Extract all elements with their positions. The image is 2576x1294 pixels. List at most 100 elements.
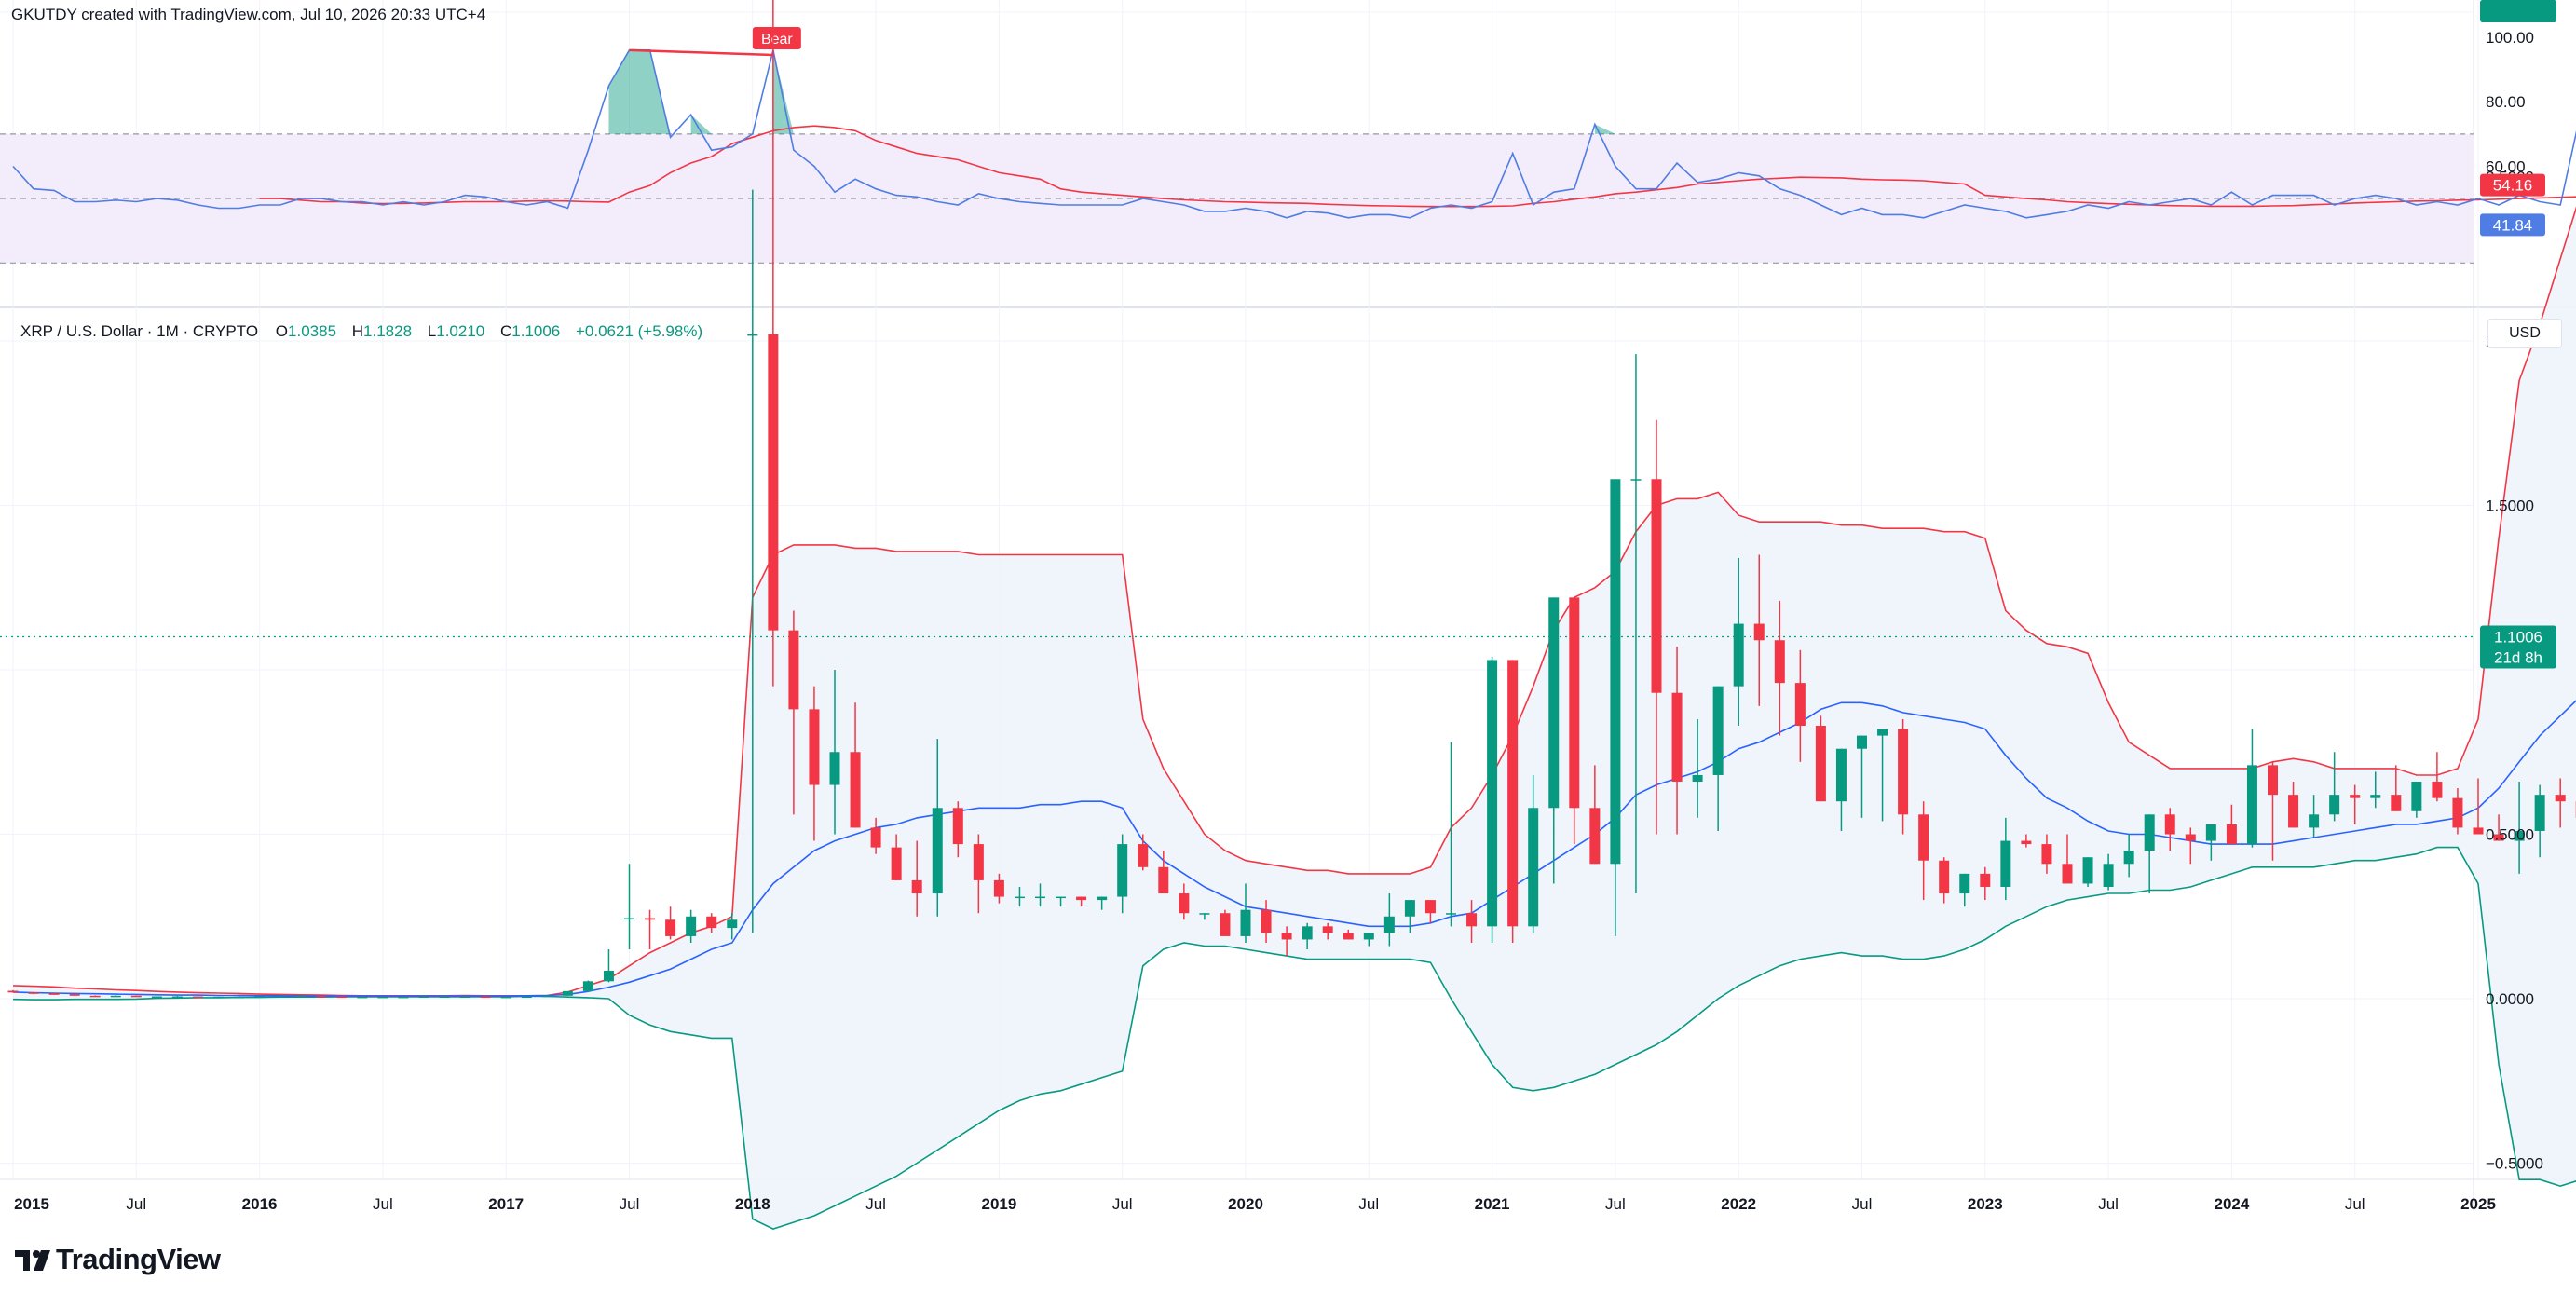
candle[interactable] bbox=[357, 996, 368, 999]
candle[interactable] bbox=[1794, 649, 1806, 762]
candle[interactable] bbox=[911, 840, 922, 917]
candle[interactable] bbox=[2329, 752, 2340, 822]
rsi-ma-line[interactable] bbox=[259, 125, 2576, 208]
candle[interactable] bbox=[1466, 900, 1478, 943]
candle[interactable] bbox=[1383, 893, 1395, 947]
candle[interactable] bbox=[1281, 926, 1292, 957]
candle[interactable] bbox=[459, 996, 470, 999]
candle[interactable] bbox=[1528, 774, 1539, 933]
candle[interactable] bbox=[2555, 778, 2566, 828]
candle[interactable] bbox=[2082, 857, 2093, 887]
candle[interactable] bbox=[973, 834, 984, 914]
candle[interactable] bbox=[1733, 557, 1744, 727]
candle[interactable] bbox=[1939, 857, 1950, 904]
candle[interactable] bbox=[1898, 718, 1909, 835]
candle[interactable] bbox=[1692, 718, 1703, 818]
time-axis-tick[interactable]: 2025 bbox=[2460, 1195, 2496, 1213]
candle[interactable] bbox=[1240, 883, 1251, 943]
candle[interactable] bbox=[2493, 814, 2504, 841]
candle[interactable] bbox=[2185, 827, 2196, 865]
time-axis-tick[interactable]: Jul bbox=[1605, 1195, 1626, 1213]
candle[interactable] bbox=[1014, 886, 1025, 907]
candle[interactable] bbox=[1548, 597, 1560, 884]
candle[interactable] bbox=[1671, 647, 1683, 835]
candle[interactable] bbox=[686, 909, 697, 943]
candle[interactable] bbox=[1507, 660, 1519, 943]
candle[interactable] bbox=[2391, 765, 2402, 811]
time-axis-tick[interactable]: 2018 bbox=[735, 1195, 770, 1213]
candle[interactable] bbox=[2041, 834, 2052, 874]
candle[interactable] bbox=[1774, 600, 1785, 736]
time-axis-tick[interactable]: Jul bbox=[126, 1195, 146, 1213]
candle[interactable] bbox=[1220, 909, 1231, 936]
candle[interactable] bbox=[480, 996, 491, 999]
price-axis-tick[interactable]: 1.5000 bbox=[2486, 497, 2534, 515]
price-axis-tick[interactable]: −0.5000 bbox=[2486, 1155, 2543, 1173]
candle[interactable] bbox=[768, 0, 779, 687]
candle[interactable] bbox=[1569, 597, 1580, 845]
candle[interactable] bbox=[665, 906, 676, 940]
time-axis-tick[interactable]: Jul bbox=[1112, 1195, 1133, 1213]
candle[interactable] bbox=[2514, 782, 2525, 874]
time-axis-tick[interactable]: 2020 bbox=[1228, 1195, 1263, 1213]
time-axis-tick[interactable]: Jul bbox=[373, 1195, 393, 1213]
candle[interactable] bbox=[418, 996, 429, 999]
candle[interactable] bbox=[1097, 896, 1108, 910]
currency-button[interactable]: USD bbox=[2487, 319, 2562, 348]
time-axis-tick[interactable]: 2023 bbox=[1968, 1195, 2003, 1213]
candle[interactable] bbox=[1424, 900, 1436, 923]
candle[interactable] bbox=[2103, 853, 2114, 891]
time-axis-tick[interactable]: 2022 bbox=[1721, 1195, 1756, 1213]
candle[interactable] bbox=[1199, 913, 1210, 920]
candle[interactable] bbox=[2411, 782, 2422, 818]
candle[interactable] bbox=[603, 949, 614, 983]
candle[interactable] bbox=[870, 817, 881, 854]
candle[interactable] bbox=[706, 913, 717, 933]
candle[interactable] bbox=[69, 994, 80, 996]
candle[interactable] bbox=[89, 995, 101, 998]
candle[interactable] bbox=[2021, 834, 2032, 848]
candle[interactable] bbox=[336, 996, 348, 999]
candle[interactable] bbox=[1322, 922, 1333, 940]
candle[interactable] bbox=[295, 996, 307, 998]
candle[interactable] bbox=[1138, 834, 1149, 871]
candle[interactable] bbox=[2473, 778, 2484, 835]
time-axis[interactable]: 2015 Jul 2016 Jul 2017 Jul 2018 Jul 2019 Jul 2020 J… bbox=[14, 1195, 2576, 1213]
candle[interactable] bbox=[809, 686, 820, 841]
candle[interactable] bbox=[1857, 735, 1867, 818]
time-axis-tick[interactable]: Jul bbox=[1358, 1195, 1379, 1213]
price-axis-tick[interactable]: 0.5000 bbox=[2486, 826, 2534, 844]
candle[interactable] bbox=[541, 995, 552, 998]
candle[interactable] bbox=[2164, 808, 2175, 851]
candle[interactable] bbox=[993, 873, 1004, 904]
rsi-axis-tick[interactable]: 80.00 bbox=[2486, 93, 2526, 111]
candle[interactable] bbox=[130, 995, 142, 998]
symbol-title[interactable]: XRP / U.S. Dollar · 1M · CRYPTO bbox=[20, 322, 259, 340]
candle[interactable] bbox=[28, 991, 39, 995]
candle[interactable] bbox=[1363, 933, 1374, 947]
candle[interactable] bbox=[234, 996, 245, 999]
candle[interactable] bbox=[316, 995, 327, 998]
candle[interactable] bbox=[747, 189, 758, 933]
candle[interactable] bbox=[2226, 804, 2237, 845]
candle[interactable] bbox=[1753, 554, 1765, 706]
candle[interactable] bbox=[1835, 748, 1847, 831]
time-axis-tick[interactable]: 2017 bbox=[488, 1195, 524, 1213]
candle[interactable] bbox=[377, 996, 388, 999]
candle[interactable] bbox=[2000, 817, 2011, 901]
candle[interactable] bbox=[562, 990, 573, 996]
candle[interactable] bbox=[624, 864, 634, 950]
candlestick-series[interactable] bbox=[7, 0, 2576, 999]
time-axis-tick[interactable]: Jul bbox=[1852, 1195, 1873, 1213]
time-axis-tick[interactable]: Jul bbox=[2345, 1195, 2365, 1213]
candle[interactable] bbox=[151, 996, 162, 999]
candle[interactable] bbox=[2432, 752, 2443, 802]
candle[interactable] bbox=[500, 996, 511, 999]
candle[interactable] bbox=[2452, 788, 2463, 835]
candle[interactable] bbox=[1343, 929, 1354, 940]
candle[interactable] bbox=[2246, 729, 2257, 848]
candle[interactable] bbox=[2123, 834, 2134, 878]
rsi-line[interactable] bbox=[12, 49, 2576, 227]
candle[interactable] bbox=[829, 670, 840, 835]
candle[interactable] bbox=[1158, 851, 1169, 894]
